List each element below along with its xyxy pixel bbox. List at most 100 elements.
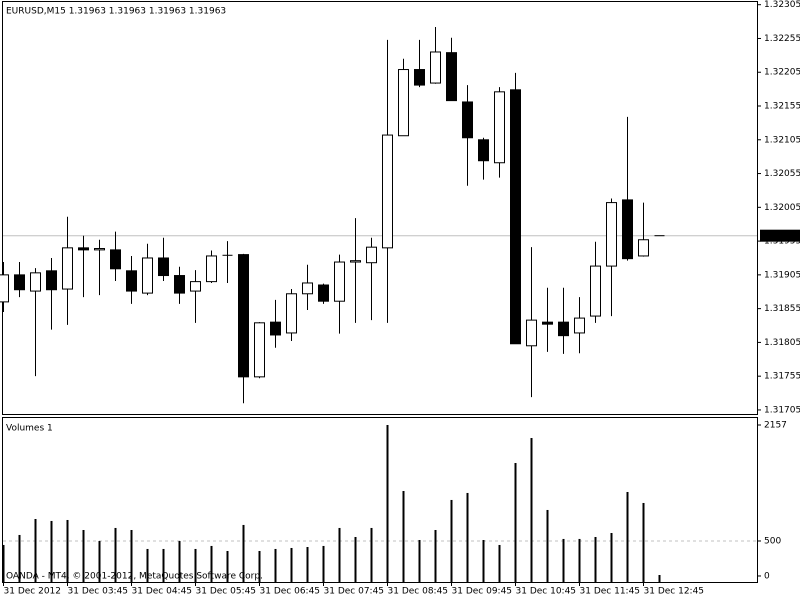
volume-bar [114, 527, 117, 582]
candle-body [350, 260, 361, 263]
candle-body [510, 89, 521, 345]
candle-body [478, 139, 489, 162]
volume-bar [274, 548, 277, 582]
candle-body [382, 134, 393, 249]
y-tick-label: 1.31705 [764, 405, 800, 415]
y-tick-label: 1.31905 [764, 270, 800, 280]
volume-bar [498, 544, 501, 582]
volume-bar [434, 529, 437, 582]
x-tick-label: 31 Dec 06:45 [260, 587, 321, 597]
candle-body [334, 261, 345, 302]
volume-bar [418, 540, 421, 582]
candle-body [286, 293, 297, 334]
symbol-header: EURUSD,M15 1.31963 1.31963 1.31963 1.319… [6, 7, 226, 17]
candle-body [302, 282, 313, 295]
candle-body [638, 239, 649, 257]
volume-bar [402, 491, 405, 582]
x-tick-label: 31 Dec 10:45 [516, 587, 577, 597]
volume-bar [482, 540, 485, 582]
price-panel [2, 1, 758, 415]
volume-bar [322, 545, 325, 582]
volume-bar [338, 527, 341, 582]
candle-body [174, 275, 185, 294]
candle-body [462, 101, 473, 139]
volume-bar [306, 547, 309, 582]
volume-bar [386, 424, 389, 582]
volume-bar [530, 438, 533, 582]
volume-bar [658, 575, 661, 582]
volume-bar [178, 540, 181, 582]
y-tick-label: 1.31855 [764, 304, 800, 314]
x-tick-label: 31 Dec 2012 [4, 587, 62, 597]
volume-bar [130, 529, 133, 582]
candle-body [110, 249, 121, 270]
candle-body [126, 270, 137, 292]
volume-bar [370, 527, 373, 582]
y-tick-label: 1.32255 [764, 34, 800, 44]
candle-body [62, 247, 73, 290]
candle-body [14, 274, 25, 291]
volume-bar [258, 550, 261, 582]
volume-title: Volumes 1 [6, 424, 53, 434]
y-tick-label: 1.31755 [764, 372, 800, 382]
volume-bar [18, 534, 21, 582]
candle-body [414, 69, 425, 86]
candle-body [494, 91, 505, 164]
candle-body [0, 274, 9, 303]
volume-bar [34, 519, 37, 582]
y-tick-label: 2157 [764, 420, 787, 430]
candle-body [158, 257, 169, 277]
candle-body [254, 322, 265, 378]
candle-body [398, 69, 409, 137]
y-tick-label: 1.32205 [764, 68, 800, 78]
volume-bar [642, 502, 645, 582]
volume-bar [562, 538, 565, 582]
volume-bar [210, 545, 213, 582]
candle-body [270, 321, 281, 336]
candle-body [526, 319, 537, 347]
candle-body [46, 270, 57, 291]
candle-body [190, 281, 201, 292]
volume-bar [82, 529, 85, 582]
y-tick-label: 1.32155 [764, 102, 800, 112]
y-tick-label: 500 [764, 536, 781, 546]
copyright: OANDA - MT4, © 2001-2012, MetaQuotes Sof… [6, 572, 263, 582]
y-tick-label: 1.31805 [764, 338, 800, 348]
candle-body [446, 52, 457, 102]
volume-bar [290, 547, 293, 582]
x-tick-label: 31 Dec 03:45 [68, 587, 129, 597]
x-tick-label: 31 Dec 04:45 [132, 587, 193, 597]
x-tick-label: 31 Dec 07:45 [324, 587, 385, 597]
volume-bar [450, 499, 453, 582]
volume-bar [162, 548, 165, 582]
candle-body [430, 51, 441, 84]
volume-bar [546, 509, 549, 582]
y-tick-label: 1.32055 [764, 169, 800, 179]
current-price-box [760, 229, 800, 242]
y-tick-label: 1.32005 [764, 203, 800, 213]
volume-bar [66, 519, 69, 582]
volume-bar [226, 550, 229, 582]
volume-bar [50, 520, 53, 582]
y-tick-label: 0 [764, 571, 770, 581]
candle-body [94, 248, 105, 251]
candle-body [142, 257, 153, 294]
x-tick-label: 31 Dec 12:45 [644, 587, 705, 597]
volume-bar [626, 491, 629, 582]
volume-panel [2, 417, 758, 583]
volume-bar [466, 492, 469, 582]
x-tick-label: 31 Dec 11:45 [580, 587, 641, 597]
candle-body [574, 317, 585, 334]
volume-bar [2, 544, 5, 582]
candle-body [318, 284, 329, 302]
candle-body [558, 321, 569, 337]
current-price-label: 1.31963 [763, 231, 800, 241]
volume-bar [98, 540, 101, 582]
y-tick-label: 1.32305 [764, 0, 800, 10]
volume-bar [594, 536, 597, 582]
volume-bar [354, 536, 357, 582]
candle-body [542, 321, 553, 325]
volume-bar [242, 524, 245, 582]
candle-body [590, 265, 601, 317]
